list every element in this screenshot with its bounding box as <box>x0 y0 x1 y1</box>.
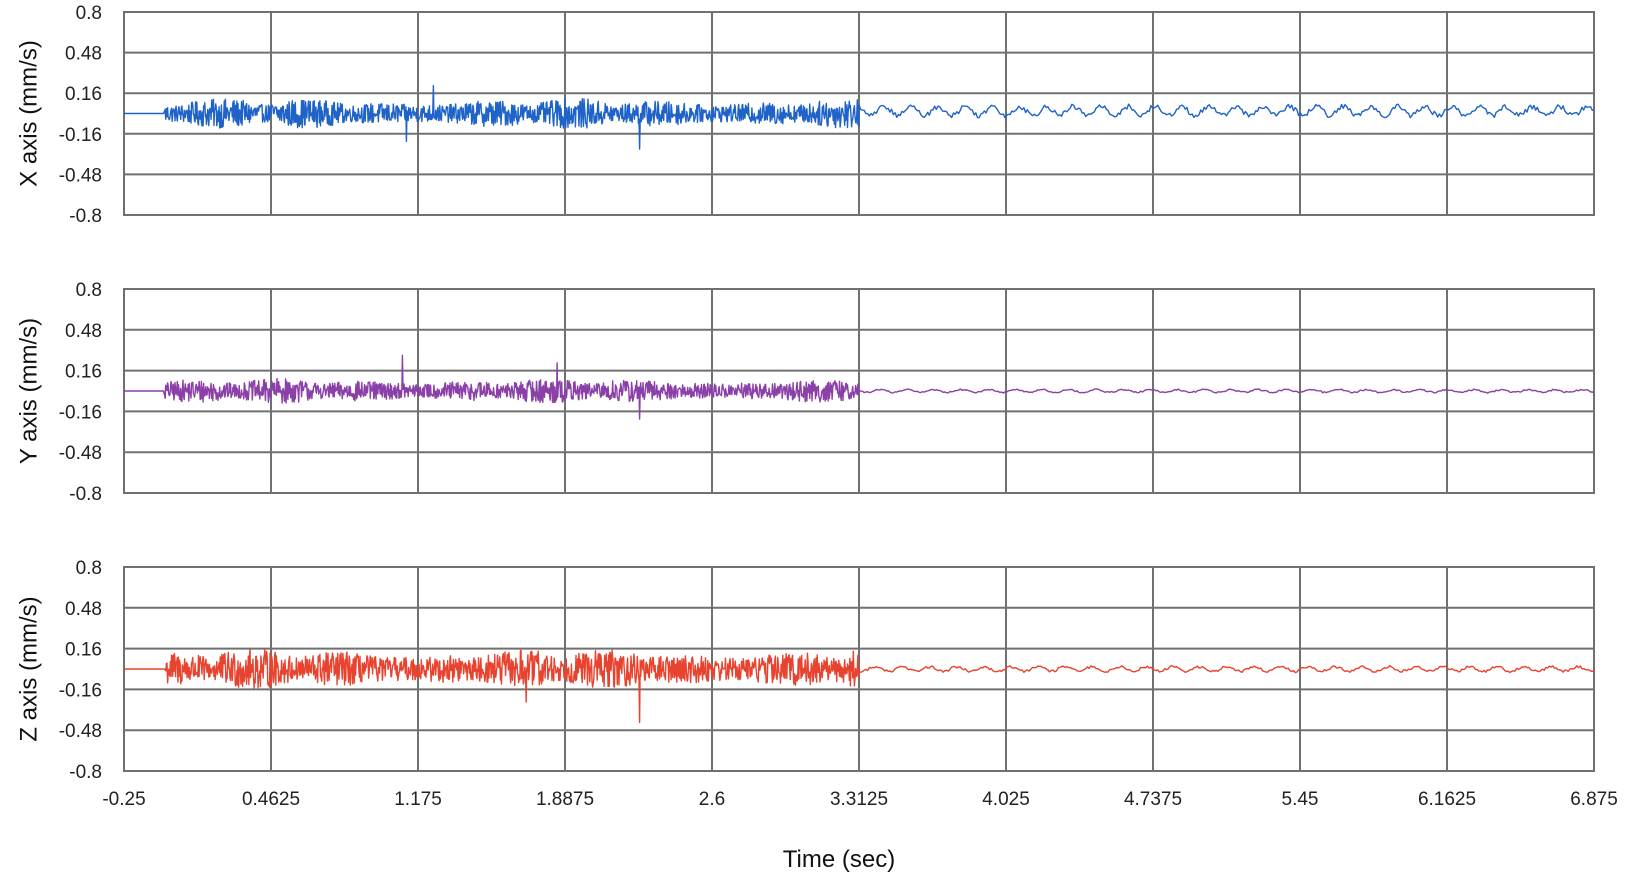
x-tick-label: 6.875 <box>1570 789 1618 810</box>
x-axis-title: Time (sec) <box>783 846 895 873</box>
y-tick-label: 0.48 <box>65 599 102 620</box>
x-tick-label: 4.7375 <box>1124 789 1182 810</box>
y-tick-label: -0.8 <box>69 206 102 227</box>
series-line <box>124 648 1595 724</box>
series-line <box>124 354 1595 420</box>
y-tick-label: 0.16 <box>65 84 102 105</box>
x-tick-label: 4.025 <box>982 789 1030 810</box>
series-line <box>124 84 1595 150</box>
chart-panel: 0.8 0.48 0.16 -0.16 -0.48 -0.8 X axis (mm/s) <box>15 3 1595 227</box>
y-tick-label: -0.48 <box>59 443 102 464</box>
y-tick-label: -0.8 <box>69 762 102 783</box>
y-tick-label: 0.48 <box>65 44 102 65</box>
chart-panel: 0.8 0.48 0.16 -0.16 -0.48 -0.8 Y axis (mm/s) <box>15 280 1595 505</box>
y-tick-label: 0.16 <box>65 640 102 661</box>
y-tick-label: -0.8 <box>69 484 102 505</box>
y-tick-label: 0.16 <box>65 362 102 383</box>
y-tick-label: -0.16 <box>59 125 102 146</box>
chart-panel: 0.8 0.48 0.16 -0.16 -0.48 -0.8-0.25 0.4625 1.17… <box>15 558 1617 873</box>
y-tick-label: -0.16 <box>59 402 102 423</box>
y-tick-label: -0.48 <box>59 721 102 742</box>
y-axis-title: Y axis (mm/s) <box>15 318 42 464</box>
x-tick-label: 5.45 <box>1282 789 1319 810</box>
y-tick-label: 0.8 <box>76 3 102 24</box>
x-tick-label: -0.25 <box>102 789 145 810</box>
y-tick-label: 0.48 <box>65 321 102 342</box>
y-axis-title: X axis (mm/s) <box>15 40 42 187</box>
y-tick-label: 0.8 <box>76 558 102 579</box>
x-tick-label: 1.175 <box>394 789 442 810</box>
y-axis-title: Z axis (mm/s) <box>15 596 42 741</box>
x-tick-label: 0.4625 <box>242 789 300 810</box>
y-tick-label: 0.8 <box>76 280 102 301</box>
x-tick-label: 1.8875 <box>536 789 594 810</box>
x-tick-label: 2.6 <box>699 789 725 810</box>
y-tick-label: -0.48 <box>59 165 102 186</box>
y-tick-label: -0.16 <box>59 680 102 701</box>
x-tick-label: 3.3125 <box>830 789 888 810</box>
x-tick-label: 6.1625 <box>1418 789 1476 810</box>
